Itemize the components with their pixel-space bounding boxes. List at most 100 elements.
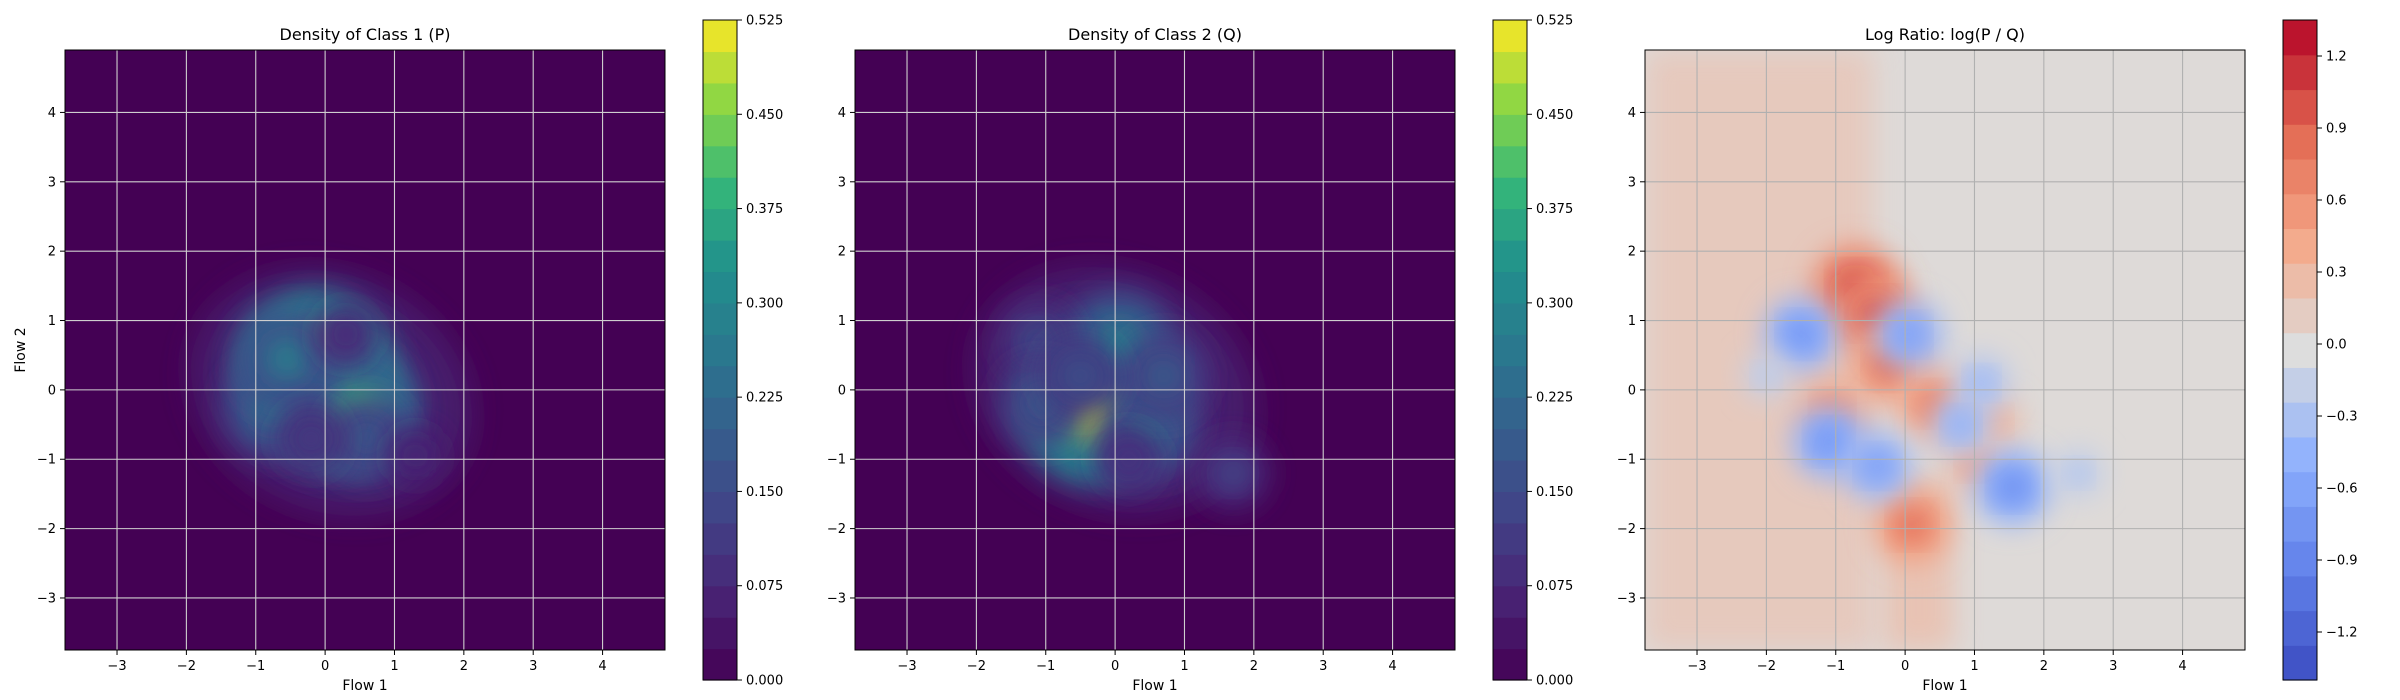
x-tick-label: −2 <box>1757 659 1776 674</box>
colorbar-tick-label: 0.450 <box>1536 108 1573 123</box>
colorbar-level <box>1493 20 1527 53</box>
y-tick-label: 3 <box>838 175 846 190</box>
hotspot <box>404 445 426 467</box>
colorbar-level <box>703 397 737 430</box>
colorbar-level <box>1493 428 1527 461</box>
colorbar-tick-label: 0.6 <box>2326 194 2347 209</box>
x-tick-label: −1 <box>1826 659 1845 674</box>
x-tick-label: −3 <box>1687 659 1706 674</box>
y-tick-label: 3 <box>48 175 56 190</box>
hotspot <box>1898 511 1926 540</box>
colorbar-level <box>703 585 737 618</box>
colorbar-level <box>703 271 737 304</box>
colorbar-level <box>1493 51 1527 84</box>
x-tick-label: 2 <box>2040 659 2048 674</box>
colorbar-level <box>1493 334 1527 367</box>
colorbar-tick-label: −0.6 <box>2326 482 2358 497</box>
colorbar-tick-label: 0.525 <box>1536 14 1573 29</box>
colorbar-level <box>1493 365 1527 398</box>
hotspot <box>351 422 383 454</box>
y-tick-label: −1 <box>37 453 56 468</box>
colorbar-tick-label: 0.0 <box>2326 338 2347 353</box>
colorbar-level <box>1493 617 1527 650</box>
hotspot <box>1220 460 1246 487</box>
x-tick-label: 1 <box>1970 659 1978 674</box>
hotspot <box>1148 360 1180 392</box>
colorbar-tick-label: 0.000 <box>1536 674 1573 689</box>
colorbar-tick-label: 0.9 <box>2326 122 2347 137</box>
colorbar-level <box>703 20 737 53</box>
y-tick-label: −3 <box>37 591 56 606</box>
colorbar-level <box>1493 240 1527 273</box>
colorbar-level <box>2283 332 2317 368</box>
colorbar-tick-label: 0.450 <box>746 108 783 123</box>
x-tick-label: −1 <box>1036 659 1055 674</box>
y-axis-label: Flow 2 <box>13 327 29 372</box>
y-tick-label: −2 <box>1617 522 1636 537</box>
colorbar-level <box>1493 585 1527 618</box>
colorbar-tick-label: 0.525 <box>746 14 783 29</box>
colorbar-tick-label: 0.300 <box>1536 296 1573 311</box>
x-tick-label: 1 <box>1180 659 1188 674</box>
colorbar-level <box>703 522 737 555</box>
y-tick-label: 0 <box>1628 383 1636 398</box>
colorbar-level <box>2283 263 2317 299</box>
colorbar-tick-label: −1.2 <box>2326 626 2358 641</box>
plot-frame <box>64 49 666 651</box>
hotspot <box>1787 320 1815 348</box>
colorbar-level <box>703 208 737 241</box>
x-axis-label: Flow 1 <box>342 678 387 694</box>
x-tick-label: −2 <box>967 659 986 674</box>
colorbar-tick-label: −0.9 <box>2326 554 2358 569</box>
x-tick-label: 4 <box>598 659 606 674</box>
colorbar-level <box>2283 645 2317 681</box>
colorbar-level <box>1493 491 1527 524</box>
hotspot <box>1815 428 1843 456</box>
colorbar-level <box>703 648 737 681</box>
colorbar-level <box>2283 367 2317 403</box>
colorbar-tick-label: 0.075 <box>746 579 783 594</box>
colorbar-level <box>2283 124 2317 160</box>
x-tick-label: 1 <box>390 659 398 674</box>
hotspot <box>267 339 306 378</box>
plot-frame <box>1644 49 2246 651</box>
colorbar-level <box>2283 20 2317 56</box>
x-tick-label: 0 <box>1901 659 1909 674</box>
x-tick-label: 0 <box>1111 659 1119 674</box>
colorbar-level <box>1493 522 1527 555</box>
y-tick-label: 4 <box>838 106 846 121</box>
colorbar-level <box>2283 575 2317 612</box>
x-tick-label: 3 <box>1319 659 1327 674</box>
colorbar-level <box>1493 177 1527 210</box>
colorbar-level <box>703 617 737 650</box>
hotspot <box>1895 321 1922 348</box>
x-tick-label: −2 <box>177 659 196 674</box>
y-tick-label: −1 <box>827 453 846 468</box>
colorbar-level <box>703 428 737 461</box>
colorbar: 0.000 0.075 0.150 0.225 0.300 0.375 0.450 0.525 <box>1492 14 1573 689</box>
colorbar-level <box>703 334 737 367</box>
colorbar-level <box>1493 460 1527 493</box>
x-tick-label: −3 <box>107 659 126 674</box>
hotspot <box>1024 327 1053 356</box>
colorbar-level <box>703 365 737 398</box>
y-tick-label: 1 <box>48 314 56 329</box>
colorbar-tick-label: 0.375 <box>746 202 783 217</box>
colorbar-tick-label: 0.150 <box>1536 485 1573 500</box>
colorbar-level <box>703 240 737 273</box>
hotspot <box>298 425 324 451</box>
colorbar-level <box>2283 402 2317 438</box>
hotspot <box>334 323 358 346</box>
colorbar-level <box>1493 271 1527 304</box>
x-tick-label: −1 <box>246 659 265 674</box>
y-tick-label: 4 <box>1628 106 1636 121</box>
chart-title: Density of Class 2 (Q) <box>1068 25 1242 44</box>
hotspot <box>2069 464 2088 483</box>
y-tick-label: 2 <box>838 245 846 260</box>
chart-title: Density of Class 1 (P) <box>280 25 451 44</box>
hotspot <box>1971 372 1992 394</box>
colorbar-level <box>2283 158 2317 195</box>
colorbar-level <box>2283 471 2317 507</box>
colorbar-level <box>703 114 737 147</box>
